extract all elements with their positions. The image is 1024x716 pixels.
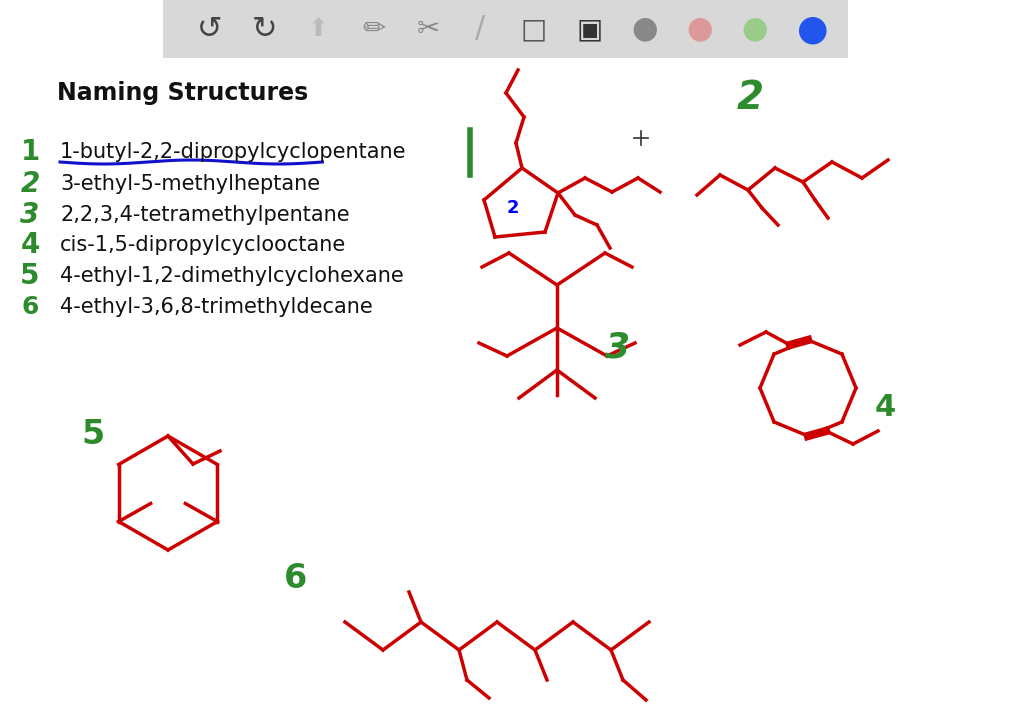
Text: ●: ● [632, 14, 658, 44]
Text: 4: 4 [20, 231, 40, 259]
Text: 5: 5 [20, 262, 40, 290]
Text: Naming Structures: Naming Structures [57, 81, 308, 105]
Text: ✏: ✏ [362, 15, 386, 43]
Text: 2: 2 [736, 79, 764, 117]
Text: 3-ethyl-5-methylheptane: 3-ethyl-5-methylheptane [60, 174, 321, 194]
Text: ●: ● [798, 12, 828, 46]
Text: 6: 6 [22, 295, 39, 319]
Bar [163, 0, 848, 58]
Text: 2: 2 [20, 170, 40, 198]
Text: 4-ethyl-3,6,8-trimethyldecane: 4-ethyl-3,6,8-trimethyldecane [60, 297, 373, 317]
Text: /: / [475, 14, 485, 44]
Text: 3: 3 [605, 331, 631, 365]
Text: 2: 2 [507, 199, 519, 217]
Text: 3: 3 [20, 201, 40, 229]
Text: 1-butyl-2,2-dipropylcyclopentane: 1-butyl-2,2-dipropylcyclopentane [60, 142, 407, 162]
Text: 2,2,3,4-tetramethylpentane: 2,2,3,4-tetramethylpentane [60, 205, 349, 225]
Text: ●: ● [741, 14, 768, 44]
Text: □: □ [521, 15, 547, 43]
Text: ●: ● [687, 14, 714, 44]
Text: ▣: ▣ [577, 15, 603, 43]
Text: 6: 6 [284, 561, 306, 594]
Text: ↺: ↺ [198, 14, 223, 44]
Text: ⬆: ⬆ [307, 17, 329, 41]
Text: 1: 1 [20, 138, 40, 166]
Text: 4-ethyl-1,2-dimethylcyclohexane: 4-ethyl-1,2-dimethylcyclohexane [60, 266, 403, 286]
Text: 5: 5 [81, 418, 104, 452]
Text: 4: 4 [874, 394, 896, 422]
Text: cis-1,5-dipropylcyclooctane: cis-1,5-dipropylcyclooctane [60, 235, 346, 255]
Text: ↻: ↻ [251, 14, 276, 44]
Text: ✂: ✂ [417, 15, 439, 43]
